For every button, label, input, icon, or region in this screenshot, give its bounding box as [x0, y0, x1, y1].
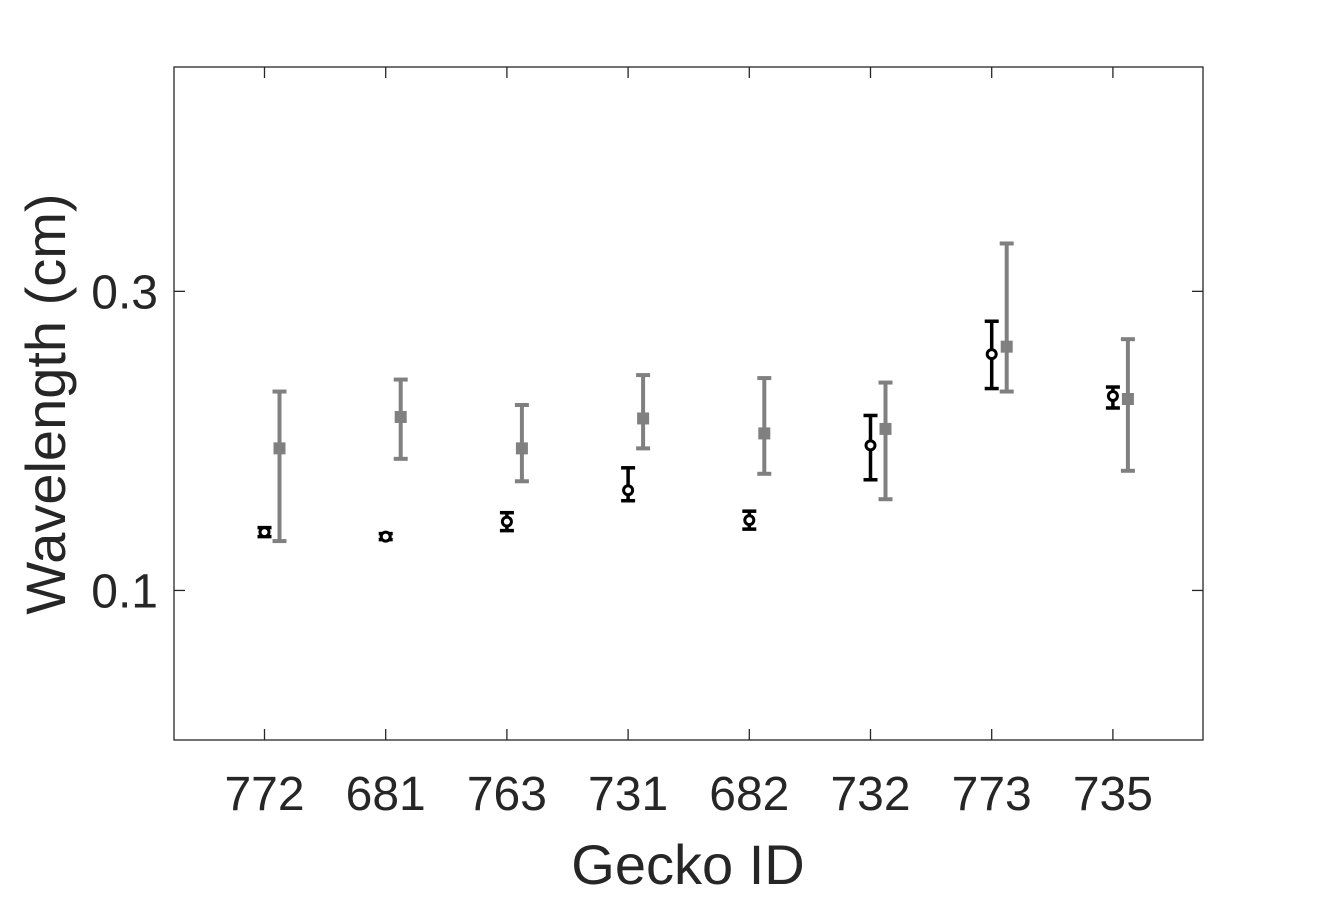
y-tick-label: 0.3	[91, 266, 158, 319]
data-point	[758, 427, 771, 440]
data-point	[1121, 393, 1134, 406]
x-tick-label: 735	[1073, 768, 1153, 821]
data-point	[273, 442, 286, 455]
series-layer	[257, 241, 1135, 544]
data-point	[394, 410, 407, 423]
data-point	[637, 412, 650, 425]
x-tick-label: 772	[224, 768, 304, 821]
x-tick-label: 681	[346, 768, 426, 821]
data-point	[258, 526, 271, 539]
data-point	[985, 348, 998, 361]
series-2	[272, 241, 1135, 544]
plot-area	[173, 66, 1204, 741]
data-point	[1000, 340, 1013, 353]
x-tick-label: 763	[467, 768, 547, 821]
x-tick-label: 682	[709, 768, 789, 821]
data-point	[379, 530, 392, 543]
data-point	[743, 514, 756, 527]
series-1	[257, 319, 1120, 543]
data-point	[864, 439, 877, 452]
x-tick-label: 731	[588, 768, 668, 821]
y-tick-label: 0.1	[91, 565, 158, 618]
y-axis-label: Wavelength (cm)	[14, 193, 77, 614]
data-point	[515, 442, 528, 455]
ticks-layer: 772 681 763 731 682 732 773 735 0.1 0.3	[91, 67, 1203, 821]
x-tick-label: 732	[830, 768, 910, 821]
data-point	[879, 422, 892, 435]
data-point	[1106, 390, 1119, 403]
data-point	[622, 484, 635, 497]
x-axis-label: Gecko ID	[571, 833, 804, 896]
data-point	[500, 515, 513, 528]
x-tick-label: 773	[952, 768, 1032, 821]
